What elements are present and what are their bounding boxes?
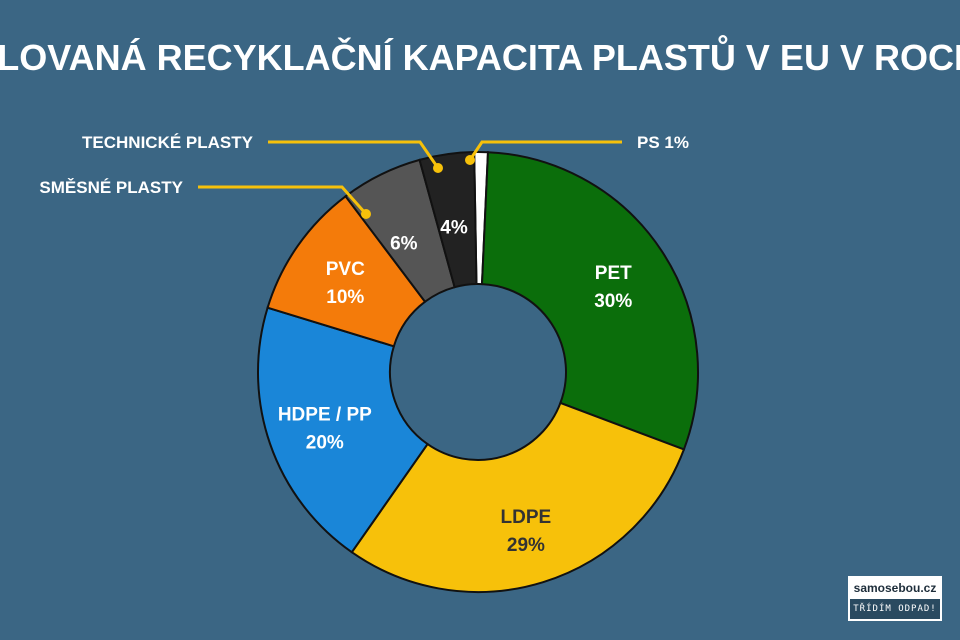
slice-ldpe — [350, 401, 686, 593]
slice-name-pvc: PVC — [326, 259, 365, 280]
slice-value-smesne-plasty: 6% — [390, 233, 418, 254]
chart-title: INSTALOVANÁ RECYKLAČNÍ KAPACITA PLASTŮ V… — [0, 33, 960, 78]
callout-line-smesne-plasty-dot — [361, 209, 371, 219]
callout-line-smesne-plasty — [198, 185, 368, 215]
slice-name-hdpe-pp: HDPE / PP — [278, 405, 372, 426]
slice-value-pvc: 10% — [326, 287, 364, 308]
logo-site: samosebou.cz — [850, 578, 940, 599]
callout-label-ps: PS 1% — [637, 133, 689, 152]
logo-slogan: TŘÍDÍM ODPAD! — [853, 604, 937, 614]
callout-label-technicke-plasty: TECHNICKÉ PLASTY — [82, 133, 254, 152]
slice-hdpe-pp — [257, 306, 429, 554]
slice-value-technicke-plasty: 4% — [440, 218, 468, 239]
samosebou-logo: samosebou.cz TŘÍDÍM ODPAD! — [848, 576, 942, 621]
slice-name-pet: PET — [595, 263, 632, 284]
slice-technicke-plasty — [418, 151, 478, 289]
slice-pet — [480, 151, 699, 451]
slice-name-ldpe: LDPE — [501, 507, 552, 528]
callout-line-ps — [468, 140, 622, 161]
callout-line-technicke-plasty — [268, 140, 440, 169]
slice-value-pet: 30% — [594, 291, 632, 312]
callout-label-smesne-plasty: SMĚSNÉ PLASTY — [39, 178, 183, 197]
slice-value-hdpe-pp: 20% — [306, 433, 344, 454]
callout-line-technicke-plasty-dot — [433, 163, 443, 173]
callout-line-ps-dot — [465, 155, 475, 165]
slice-value-ldpe: 29% — [507, 535, 545, 556]
